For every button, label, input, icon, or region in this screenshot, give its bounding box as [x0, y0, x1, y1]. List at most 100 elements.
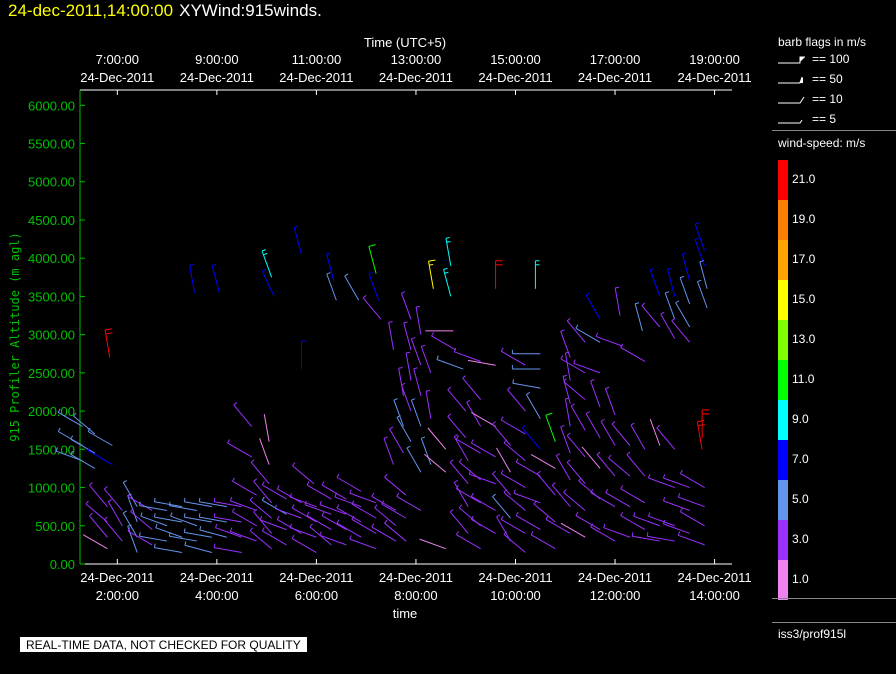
barb-half-feather — [526, 392, 531, 395]
wind-barb — [344, 273, 360, 301]
barb-staff — [694, 239, 706, 267]
barb-half-feather — [620, 485, 624, 490]
barb-staff — [291, 538, 317, 553]
barb-half-feather — [560, 355, 564, 360]
barb-staff — [453, 436, 469, 462]
barb-staff — [274, 508, 302, 519]
colorbar-swatch — [778, 560, 788, 600]
top-tick-date: 24-Dec-2011 — [180, 70, 254, 85]
wind-barb — [153, 497, 183, 508]
barb-half-feather — [401, 382, 406, 386]
wind-barb — [590, 523, 616, 542]
barb-half-feather — [447, 413, 452, 417]
wind-barb — [371, 492, 397, 511]
wind-barb — [453, 434, 469, 462]
wind-barb — [319, 531, 347, 546]
barb-staff — [696, 421, 703, 450]
wind-barb — [183, 497, 212, 508]
wind-barb — [291, 504, 317, 523]
barb-staff — [85, 503, 108, 523]
barb-staff — [371, 496, 397, 511]
barb-half-feather — [336, 519, 340, 524]
barb-staff — [634, 303, 643, 331]
wind-barb — [649, 268, 661, 297]
colorbar-label: 9.0 — [792, 412, 809, 426]
wind-barb — [184, 541, 213, 554]
barb-half-feather — [560, 424, 565, 428]
barb-staff — [169, 535, 198, 542]
barb-half-feather — [319, 500, 322, 505]
barb-half-feather — [453, 479, 458, 483]
barb-half-feather — [694, 222, 699, 225]
colorbar-swatch — [778, 440, 788, 480]
colorbar-label: 7.0 — [792, 452, 809, 466]
barb-half-feather — [413, 367, 418, 370]
wind-barb — [471, 411, 496, 427]
barb-half-feather — [336, 473, 340, 478]
wind-barb — [566, 432, 586, 458]
barb-half-feather — [492, 421, 496, 425]
wind-barb — [492, 493, 511, 519]
barb-staff — [261, 270, 275, 297]
wind-barb — [199, 526, 227, 538]
barb-staff — [419, 538, 446, 550]
wind-barb — [511, 365, 541, 370]
barb-half-feather — [630, 422, 635, 426]
barb-staff — [400, 384, 412, 412]
colorbar-swatch — [778, 400, 788, 440]
barb-staff — [471, 518, 496, 534]
barb-half-feather — [334, 493, 337, 498]
barb-staff — [560, 426, 571, 454]
wind-barb — [70, 450, 96, 469]
barb-staff — [530, 454, 556, 469]
barb-half-feather — [415, 305, 421, 308]
barb-staff — [507, 389, 526, 412]
wind-barb — [563, 489, 586, 511]
barb-half-feather — [384, 473, 388, 478]
barb-half-feather — [596, 451, 601, 456]
wind-barb — [596, 451, 616, 477]
colorbar-swatch — [778, 360, 788, 400]
wind-barb — [88, 482, 108, 507]
barb-half-feather — [321, 481, 325, 486]
barb-half-feather — [321, 511, 325, 516]
barb-half-feather — [675, 300, 680, 304]
barb-staff — [608, 457, 631, 477]
barb-feather — [545, 412, 553, 416]
top-tick-time: 17:00:00 — [590, 52, 641, 67]
barb-half-feather — [555, 453, 560, 457]
y-tick-label: 1000.00 — [28, 481, 75, 496]
barb-staff — [663, 500, 690, 511]
barb-half-feather — [425, 389, 431, 392]
barb-staff — [663, 523, 690, 534]
barb-half-feather — [388, 321, 393, 323]
barb-half-feather — [647, 474, 651, 479]
wind-barb — [662, 519, 690, 534]
barb-staff — [214, 547, 242, 554]
wind-barb — [229, 496, 257, 511]
barb-half-feather — [155, 523, 158, 528]
altitude-axis: 0.00500.001000.001500.002000.002500.0030… — [8, 90, 85, 572]
colorbar-label: 1.0 — [792, 572, 809, 586]
barb-half-feather — [127, 492, 131, 497]
barb-half-feather — [406, 445, 411, 449]
barb-half-feather — [89, 512, 93, 517]
barb-half-feather — [635, 302, 640, 305]
barb-staff — [306, 484, 332, 500]
wind-barb — [153, 543, 183, 554]
barb-staff — [292, 465, 315, 485]
barb-staff — [564, 352, 571, 381]
wind-barb — [603, 523, 631, 538]
y-tick-label: 3500.00 — [28, 289, 75, 304]
barb-half-feather — [590, 488, 594, 493]
barb-staff — [410, 399, 422, 427]
wind-barb — [533, 500, 556, 523]
wind-barb — [213, 497, 242, 508]
barb-staff — [447, 389, 467, 412]
wind-barb — [349, 489, 377, 504]
barb-half-feather — [289, 493, 292, 498]
barb-staff — [496, 516, 511, 542]
barb-staff — [276, 518, 302, 534]
top-tick-time: 9:00:00 — [195, 52, 238, 67]
barb-staff — [384, 476, 407, 496]
